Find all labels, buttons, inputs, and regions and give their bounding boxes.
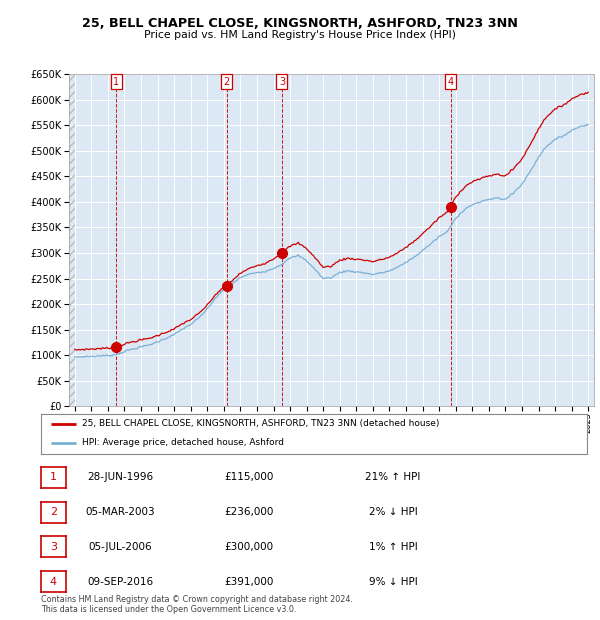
Text: This data is licensed under the Open Government Licence v3.0.: This data is licensed under the Open Gov…	[41, 605, 296, 614]
Text: Contains HM Land Registry data © Crown copyright and database right 2024.: Contains HM Land Registry data © Crown c…	[41, 595, 353, 604]
Text: 9% ↓ HPI: 9% ↓ HPI	[368, 577, 418, 587]
Text: £300,000: £300,000	[224, 542, 274, 552]
Text: 1: 1	[113, 76, 119, 87]
Text: £236,000: £236,000	[224, 507, 274, 517]
Text: 21% ↑ HPI: 21% ↑ HPI	[365, 472, 421, 482]
Text: £391,000: £391,000	[224, 577, 274, 587]
Text: 3: 3	[50, 542, 57, 552]
Text: 05-JUL-2006: 05-JUL-2006	[88, 542, 152, 552]
Text: 1% ↑ HPI: 1% ↑ HPI	[368, 542, 418, 552]
Text: 3: 3	[279, 76, 285, 87]
Text: 05-MAR-2003: 05-MAR-2003	[85, 507, 155, 517]
Text: 09-SEP-2016: 09-SEP-2016	[87, 577, 153, 587]
Text: 28-JUN-1996: 28-JUN-1996	[87, 472, 153, 482]
Text: 4: 4	[448, 76, 454, 87]
Text: 25, BELL CHAPEL CLOSE, KINGSNORTH, ASHFORD, TN23 3NN (detached house): 25, BELL CHAPEL CLOSE, KINGSNORTH, ASHFO…	[82, 419, 439, 428]
Text: £115,000: £115,000	[224, 472, 274, 482]
Text: HPI: Average price, detached house, Ashford: HPI: Average price, detached house, Ashf…	[82, 438, 284, 447]
Text: 2: 2	[224, 76, 230, 87]
Text: 2: 2	[50, 507, 57, 517]
Text: 4: 4	[50, 577, 57, 587]
Text: 25, BELL CHAPEL CLOSE, KINGSNORTH, ASHFORD, TN23 3NN: 25, BELL CHAPEL CLOSE, KINGSNORTH, ASHFO…	[82, 17, 518, 30]
Text: 2% ↓ HPI: 2% ↓ HPI	[368, 507, 418, 517]
Text: Price paid vs. HM Land Registry's House Price Index (HPI): Price paid vs. HM Land Registry's House …	[144, 30, 456, 40]
Text: 1: 1	[50, 472, 57, 482]
Bar	[67, 74, 75, 406]
